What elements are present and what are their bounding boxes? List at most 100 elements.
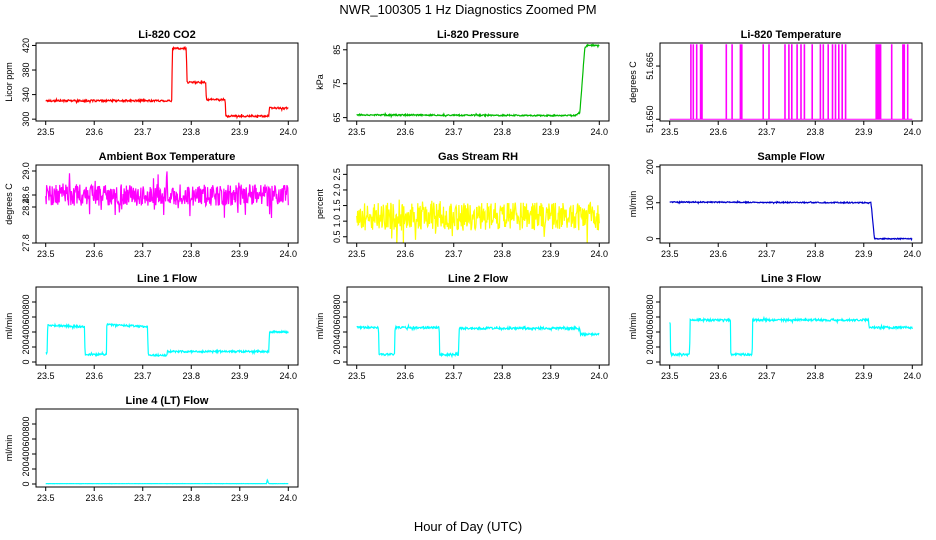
y-tick-label: 340 <box>21 87 31 102</box>
series-group <box>356 43 600 119</box>
x-tick-label: 23.8 <box>806 249 824 259</box>
x-tick-label: 24.0 <box>280 249 298 259</box>
panel-title: Li-820 Pressure <box>437 29 519 41</box>
y-axis-label: ml/min <box>4 435 14 462</box>
y-tick-label: 300 <box>21 112 31 127</box>
series-group <box>45 45 289 120</box>
plot-frame <box>35 42 299 122</box>
series-group <box>356 199 600 243</box>
x-axis-label: Hour of Day (UTC) <box>414 519 522 534</box>
plot-frame <box>35 408 299 488</box>
x-tick-label: 23.8 <box>182 127 200 137</box>
y-axis-label: Licor ppm <box>4 62 14 102</box>
x-tick-label: 23.6 <box>709 371 727 381</box>
series-line <box>669 199 913 242</box>
y-tick-label: 51.665 <box>645 52 655 80</box>
y-tick-label: 28.4 <box>21 198 31 216</box>
series-line <box>669 44 913 120</box>
y-tick-label: 65 <box>332 113 342 123</box>
series-group <box>669 199 913 242</box>
x-tick-label: 23.7 <box>758 127 776 137</box>
series-line <box>45 322 289 358</box>
y-tick-label: 27.8 <box>21 234 31 252</box>
y-tick-label: 400 <box>21 324 31 339</box>
panel-title: Sample Flow <box>757 151 825 163</box>
y-tick-label: 29.0 <box>21 162 31 180</box>
panel-8: Line 2 Flow 23.5 23.6 23.7 23.8 23.9 24.0 0 2004… <box>315 273 610 381</box>
x-tick-label: 23.9 <box>231 127 249 137</box>
x-tick-label: 23.6 <box>396 249 414 259</box>
x-tick-label: 23.9 <box>231 493 249 503</box>
x-tick-label: 23.7 <box>445 249 463 259</box>
y-tick-label: 0 <box>21 481 31 486</box>
y-tick-label: 0 <box>645 359 655 364</box>
x-tick-label: 23.8 <box>493 249 511 259</box>
plot-frame <box>35 164 299 244</box>
panel-10: Line 4 (LT) Flow 23.5 23.6 23.7 23.8 23.9 24.0… <box>4 395 299 503</box>
x-tick-label: 23.7 <box>445 127 463 137</box>
x-tick-label: 23.5 <box>348 249 366 259</box>
y-axis-label: degrees C <box>628 61 638 103</box>
y-tick-label: 800 <box>645 294 655 309</box>
panel-6: Sample Flow 23.5 23.6 23.7 23.8 23.9 24.0 0 100 2… <box>628 151 923 259</box>
series-line <box>356 199 600 243</box>
series-line <box>669 315 913 358</box>
panel-title: Li-820 CO2 <box>138 29 195 41</box>
x-tick-label: 23.8 <box>182 371 200 381</box>
y-tick-label: 51.650 <box>645 105 655 133</box>
x-tick-label: 23.9 <box>855 127 873 137</box>
plot-frame <box>659 42 923 122</box>
panel-title: Li-820 Temperature <box>741 29 842 41</box>
x-tick-label: 23.9 <box>855 249 873 259</box>
plot-frame <box>346 42 610 122</box>
y-tick-label: 200 <box>645 159 655 174</box>
panel-4: Ambient Box Temperature 23.5 23.6 23.7 23.8 2… <box>4 151 299 259</box>
y-tick-label: 1.5 <box>332 199 342 212</box>
x-tick-label: 23.7 <box>134 371 152 381</box>
series-group <box>45 478 289 485</box>
series-line <box>45 171 289 219</box>
x-tick-label: 23.5 <box>37 127 55 137</box>
x-tick-label: 24.0 <box>591 371 609 381</box>
series-line <box>356 43 600 119</box>
x-tick-label: 24.0 <box>591 127 609 137</box>
y-axis-label: percent <box>315 188 325 219</box>
x-tick-label: 23.6 <box>85 493 103 503</box>
panel-title: Line 3 Flow <box>761 273 821 285</box>
y-tick-label: 28.6 <box>21 186 31 204</box>
y-axis-label: ml/min <box>4 313 14 340</box>
y-tick-label: 600 <box>21 431 31 446</box>
x-tick-label: 23.6 <box>396 371 414 381</box>
y-tick-label: 100 <box>645 195 655 210</box>
x-tick-label: 23.5 <box>348 371 366 381</box>
panel-5: Gas Stream RH 23.5 23.6 23.7 23.8 23.9 24.0 0.5… <box>315 151 610 259</box>
x-tick-label: 24.0 <box>904 371 922 381</box>
x-tick-label: 23.8 <box>493 371 511 381</box>
plot-frame <box>659 286 923 366</box>
x-tick-label: 23.8 <box>806 127 824 137</box>
x-tick-label: 23.7 <box>134 493 152 503</box>
x-tick-label: 23.8 <box>493 127 511 137</box>
y-tick-label: 200 <box>645 339 655 354</box>
x-tick-label: 23.6 <box>709 127 727 137</box>
panel-title: Ambient Box Temperature <box>99 151 236 163</box>
y-tick-label: 200 <box>21 339 31 354</box>
series-line <box>356 323 600 359</box>
series-line <box>45 45 289 120</box>
y-tick-label: 420 <box>21 38 31 53</box>
x-tick-label: 24.0 <box>904 249 922 259</box>
plot-frame <box>659 164 923 244</box>
series-group <box>45 322 289 358</box>
y-tick-label: 400 <box>332 324 342 339</box>
y-axis-label: kPa <box>315 74 325 90</box>
x-tick-label: 23.6 <box>85 249 103 259</box>
series-group <box>45 171 289 219</box>
x-tick-label: 23.9 <box>542 127 560 137</box>
x-tick-label: 23.5 <box>348 127 366 137</box>
y-tick-label: 380 <box>21 63 31 78</box>
y-tick-label: 2.5 <box>332 168 342 181</box>
plot-frame <box>346 286 610 366</box>
y-tick-label: 200 <box>332 339 342 354</box>
panel-title: Line 1 Flow <box>137 273 197 285</box>
